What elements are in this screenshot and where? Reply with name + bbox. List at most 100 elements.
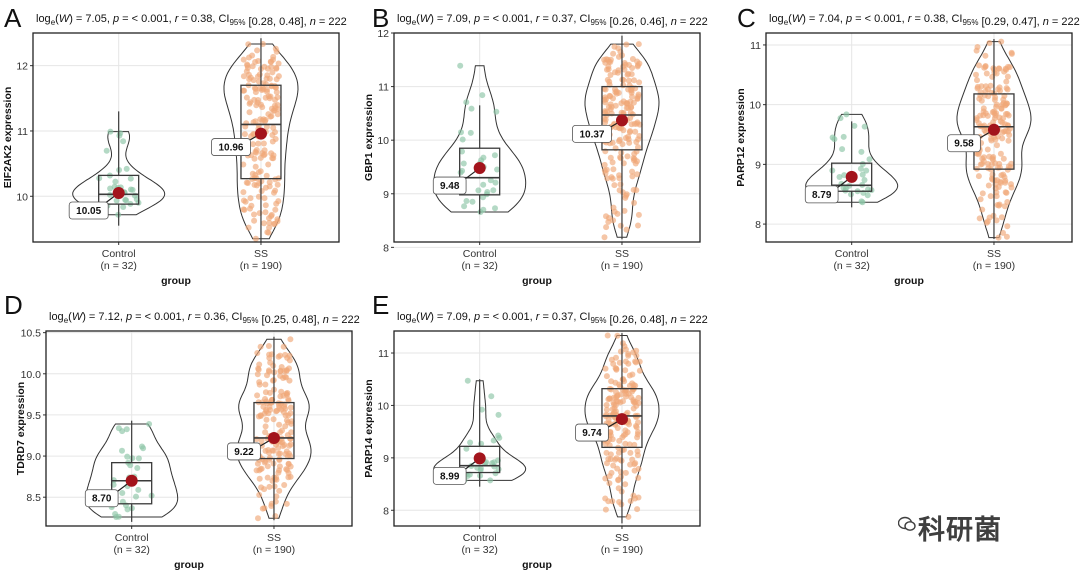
- data-point: [277, 393, 284, 400]
- data-point: [625, 70, 632, 77]
- data-point: [273, 476, 280, 483]
- mean-point: [125, 474, 138, 487]
- x-tick-sublabel: (n = 32): [461, 260, 497, 272]
- x-tick-label: Control: [115, 532, 149, 544]
- data-point: [240, 189, 247, 196]
- data-point: [264, 372, 270, 379]
- mean-label: 10.37: [579, 129, 604, 140]
- data-point: [619, 376, 626, 383]
- data-point: [1003, 85, 1010, 92]
- data-point: [606, 215, 612, 221]
- data-point: [120, 204, 127, 210]
- data-point: [133, 493, 139, 500]
- data-point: [107, 185, 114, 192]
- mean-label-box: [211, 138, 251, 156]
- data-point: [256, 210, 263, 217]
- data-point: [275, 469, 282, 476]
- data-point: [625, 352, 632, 359]
- data-point: [281, 403, 288, 410]
- data-point: [616, 175, 623, 182]
- data-point: [460, 160, 467, 167]
- data-point: [633, 352, 640, 359]
- y-tick-label: 9.0: [26, 451, 41, 463]
- data-point: [620, 398, 626, 405]
- data-point: [266, 219, 273, 226]
- data-point: [272, 96, 278, 103]
- data-point: [135, 455, 142, 462]
- data-point: [620, 82, 627, 89]
- data-point: [262, 423, 269, 430]
- data-point: [621, 60, 628, 66]
- data-point: [246, 76, 253, 83]
- x-tick-sublabel: (n = 32): [100, 260, 136, 272]
- data-point: [989, 171, 996, 178]
- data-point: [993, 103, 1000, 110]
- data-point: [461, 203, 468, 210]
- data-point: [263, 172, 270, 179]
- data-point: [624, 429, 631, 436]
- mean-point: [254, 127, 267, 140]
- y-axis-label: GBP1 expression: [363, 94, 375, 181]
- data-point: [245, 41, 252, 48]
- data-point: [247, 195, 254, 202]
- data-point: [263, 123, 270, 130]
- x-tick-label: SS: [987, 248, 1001, 260]
- data-point: [603, 373, 610, 380]
- data-point: [634, 434, 641, 441]
- mean-point: [845, 170, 858, 183]
- data-point: [257, 343, 264, 350]
- data-point: [986, 40, 993, 46]
- data-point: [626, 139, 633, 146]
- data-point: [613, 455, 620, 462]
- data-point: [127, 186, 134, 193]
- data-point: [265, 343, 272, 349]
- data-point: [618, 100, 625, 107]
- data-point: [276, 421, 283, 428]
- data-point: [287, 336, 294, 343]
- data-point: [626, 441, 633, 448]
- data-point: [632, 358, 639, 365]
- data-point: [240, 161, 247, 168]
- data-point: [994, 202, 1001, 208]
- y-tick-label: 10: [749, 100, 761, 112]
- data-point: [623, 226, 630, 233]
- data-point: [274, 111, 281, 118]
- data-point: [632, 128, 639, 135]
- data-point: [993, 217, 1000, 224]
- data-point: [976, 62, 982, 69]
- data-point: [478, 406, 485, 413]
- data-point: [261, 220, 267, 227]
- data-point: [477, 209, 484, 215]
- data-point: [288, 418, 295, 425]
- mean-point: [473, 452, 486, 465]
- data-point: [264, 88, 270, 95]
- data-point: [839, 146, 846, 153]
- data-point: [982, 52, 989, 59]
- data-point: [636, 358, 643, 365]
- data-point: [625, 133, 632, 140]
- data-point: [263, 416, 270, 423]
- x-tick-label: Control: [463, 248, 497, 260]
- data-point: [605, 103, 612, 110]
- data-point: [616, 359, 623, 366]
- x-tick-sublabel: (n = 190): [240, 260, 282, 272]
- data-point: [631, 461, 638, 468]
- data-point: [247, 99, 254, 106]
- data-point: [623, 105, 630, 111]
- data-point: [623, 191, 630, 198]
- data-point: [601, 85, 608, 92]
- data-point: [249, 63, 256, 70]
- mean-label-box: [432, 466, 467, 485]
- data-point: [851, 122, 858, 129]
- y-tick-label: 10: [377, 135, 389, 147]
- data-point: [866, 156, 873, 163]
- data-point: [617, 348, 624, 355]
- data-point: [861, 177, 868, 183]
- data-point: [271, 483, 278, 490]
- data-point: [243, 120, 250, 127]
- data-point: [254, 47, 261, 54]
- data-point: [976, 215, 983, 222]
- data-point: [859, 171, 866, 178]
- data-point: [487, 177, 494, 184]
